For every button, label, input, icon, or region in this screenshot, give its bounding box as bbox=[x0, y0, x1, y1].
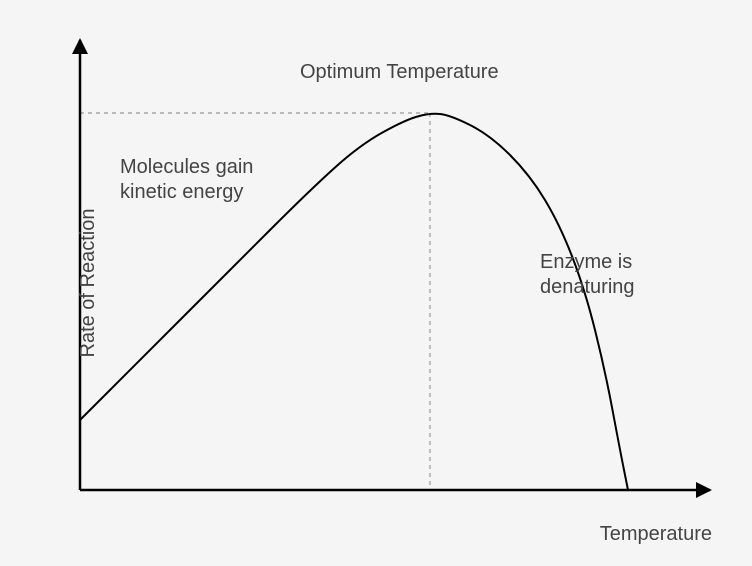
x-axis-label: Temperature bbox=[600, 523, 712, 546]
falling-phase-label: Enzyme is denaturing bbox=[540, 250, 710, 300]
y-axis-label: Rate of Reaction bbox=[77, 209, 100, 358]
optimum-temperature-label: Optimum Temperature bbox=[300, 60, 499, 85]
enzyme-temperature-chart: Rate of Reaction Temperature Optimum Tem… bbox=[0, 0, 752, 566]
rising-phase-label: Molecules gain kinetic energy bbox=[120, 155, 280, 205]
